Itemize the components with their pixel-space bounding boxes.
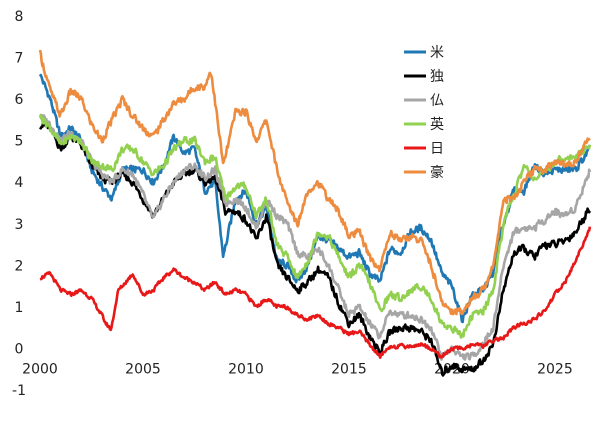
x-tick-label: 2015 [331, 361, 367, 377]
x-tick-label: 2010 [228, 361, 264, 377]
x-tick-label: 2000 [22, 361, 58, 377]
y-tick-label: 6 [15, 92, 24, 108]
y-tick-label: 3 [15, 217, 24, 233]
legend-item: 米 [404, 45, 444, 61]
x-axis-ticks: 2000 2005 2010 2015 2020 2025 [22, 361, 573, 377]
legend-item: 独 [404, 69, 444, 85]
legend-item: 豪 [404, 165, 444, 181]
legend-label: 豪 [430, 165, 444, 181]
legend-label: 英 [430, 116, 444, 133]
y-tick-label: 0 [15, 341, 24, 357]
series-line-3 [38, 113, 592, 339]
legend-label: 仏 [430, 93, 444, 109]
legend: 米 独 仏 英 日 豪 [404, 45, 444, 181]
legend-label: 日 [430, 141, 444, 157]
legend-item: 日 [404, 141, 444, 157]
y-tick-label: 2 [15, 258, 24, 274]
legend-label: 米 [430, 45, 444, 61]
y-tick-label: 1 [15, 300, 24, 316]
series-line-4 [39, 226, 592, 359]
y-tick-label: 4 [15, 175, 24, 191]
y-tick-label: -1 [12, 383, 26, 399]
legend-label: 独 [430, 69, 444, 85]
series-line-1 [38, 121, 592, 377]
series-line-2 [39, 114, 592, 361]
legend-item: 仏 [404, 93, 444, 109]
y-axis-ticks: 8 7 6 5 4 3 2 1 0 -1 [12, 9, 26, 399]
legend-item: 英 [404, 116, 444, 133]
x-tick-label: 2025 [537, 361, 573, 377]
series-line-5 [38, 49, 591, 316]
series-lines [38, 49, 592, 377]
y-tick-label: 5 [15, 134, 24, 150]
y-tick-label: 7 [15, 51, 24, 67]
y-tick-label: 8 [15, 9, 24, 25]
x-tick-label: 2005 [125, 361, 161, 377]
